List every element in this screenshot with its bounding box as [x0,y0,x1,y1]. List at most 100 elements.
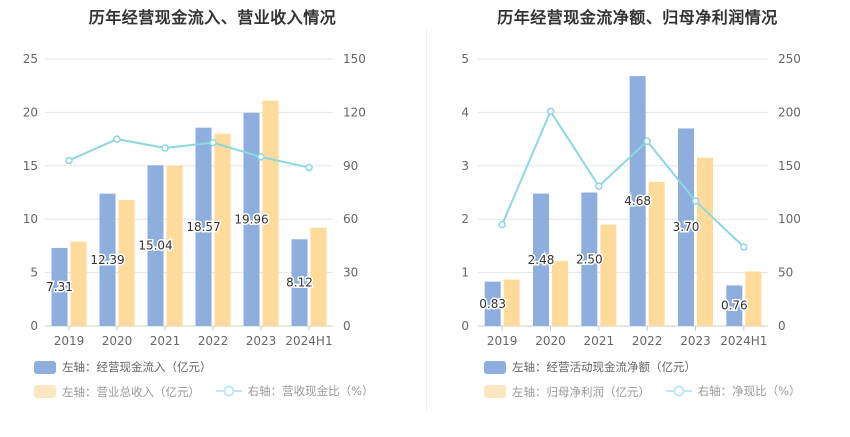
bar-series1 [51,247,68,326]
y-left-tick-label: 1 [461,266,469,280]
line-point [643,137,651,145]
y-left-tick-label: 4 [461,105,469,119]
bar-series2 [166,165,183,326]
legend-label: 左轴：经营现金流入（亿元） [62,360,212,374]
bar-series1 [243,112,260,326]
x-tick-label: 2020 [535,334,566,348]
bar-series1 [629,76,646,326]
x-tick-label: 2021 [584,334,615,348]
bar-series1 [99,193,116,326]
legend-label: 左轴：营业总收入（亿元） [62,384,200,399]
x-tick-label: 2024H1 [285,334,332,348]
panel-divider [426,30,427,410]
bar-series2 [214,133,231,326]
y-left-tick-label: 2 [461,212,469,226]
x-tick-label: 2021 [150,334,181,348]
legend-item-bar1[interactable]: 左轴：经营现金流入（亿元） [34,359,212,375]
legend-item-line[interactable]: 右轴：营收现金比（%） [215,383,374,399]
legend-item-bar2[interactable]: 左轴：归母净利润（亿元） [484,384,650,400]
y-left-tick-label: 0 [30,319,38,333]
legend-swatch-orange [484,385,506,398]
data-label: 0.83 [479,297,506,311]
data-label: 15.04 [138,239,172,253]
y-left-tick-label: 10 [23,212,38,226]
line-point [595,182,603,190]
legend-label: 左轴：经营活动现金流净额（亿元） [512,360,696,374]
y-right-tick-label: 30 [343,266,358,280]
bar-series2 [262,100,279,326]
x-tick-label: 2019 [487,334,518,348]
bar-series1 [581,192,598,326]
legend-item-bar2[interactable]: 左轴：营业总收入（亿元） [34,384,200,400]
data-label: 2.50 [576,252,603,266]
line-marker-icon [215,385,242,397]
y-left-tick-label: 25 [23,52,38,66]
bar-series2 [648,181,665,326]
y-left-tick-label: 0 [461,319,469,333]
data-label: 19.96 [234,212,268,226]
legend-row-1: 左轴：经营活动现金流净额（亿元） [484,359,708,377]
y-right-tick-label: 50 [778,266,793,280]
bar-series1 [291,239,308,326]
line-point [740,243,748,251]
bar-series1 [726,285,743,326]
legend-swatch-blue [34,360,56,374]
data-label: 0.76 [721,299,748,313]
bar-series2 [118,199,135,326]
line-point [65,156,73,165]
bar-series2 [503,279,520,326]
bar-series2 [310,227,327,326]
legend-row-2: 左轴：归母净利润（亿元） 右轴：净现比（%） [484,383,813,401]
y-right-tick-label: 0 [343,319,351,333]
line-point [113,135,121,143]
x-tick-label: 2023 [680,334,711,348]
line-point [161,144,169,152]
y-right-tick-label: 60 [343,212,358,226]
legend-label: 左轴：归母净利润（亿元） [512,384,650,399]
x-tick-label: 2023 [246,334,277,348]
line-point [305,163,313,172]
y-left-tick-label: 5 [30,266,38,280]
legend-item-bar1[interactable]: 左轴：经营活动现金流净额（亿元） [484,359,696,375]
legend-row-1: 左轴：经营现金流入（亿元） [34,359,224,377]
data-label: 3.70 [673,220,700,234]
chart-panel-right: 历年经营现金流净额、归母净利润情况 0 1 2 3 4 5 0 50 100 150 200 250 2… [425,0,850,437]
bar-series2 [600,224,617,326]
line-series [501,109,745,248]
y-right-tick-label: 90 [343,159,358,173]
data-label: 18.57 [186,220,220,234]
x-tick-label: 2020 [102,334,133,348]
chart-title: 历年经营现金流入、营业收入情况 [88,8,337,27]
legend-item-line[interactable]: 右轴：净现比（%） [665,383,801,399]
line-point [209,138,217,147]
line-point [691,197,700,205]
data-label: 12.39 [90,253,124,267]
y-right-tick-label: 200 [778,105,801,119]
chart-title: 历年经营现金流净额、归母净利润情况 [497,8,778,27]
data-label: 8.12 [286,276,313,290]
x-tick-label: 2022 [198,334,229,348]
data-label: 7.31 [46,280,73,294]
data-label: 2.48 [528,253,555,267]
line-point [257,153,265,161]
y-left-tick-label: 20 [23,105,38,119]
y-right-tick-label: 0 [778,319,786,333]
legend-label: 右轴：净现比（%） [697,384,801,398]
chart-svg: 0 5 10 15 20 25 0 30 60 90 120 150 2019 2020 2021 2022 2… [23,52,366,348]
y-right-tick-label: 150 [778,159,801,173]
y-right-tick-label: 100 [778,212,801,226]
data-label: 4.68 [624,194,651,208]
line-point [498,220,506,229]
bar-series2 [697,157,713,326]
bar-series2 [70,241,87,326]
bar-series2 [745,271,762,326]
bar-series2 [552,260,568,326]
bar-series1 [484,281,501,326]
line-point [546,107,555,116]
chart-panel-left: 历年经营现金流入、营业收入情况 0 5 10 15 20 25 0 30 60 90 120 150 2… [23,8,386,401]
y-right-tick-label: 150 [343,52,366,66]
legend-row-2: 左轴：营业总收入（亿元） 右轴：营收现金比（%） [34,383,386,401]
line-marker-icon [665,385,692,397]
y-left-tick-label: 5 [461,52,469,66]
